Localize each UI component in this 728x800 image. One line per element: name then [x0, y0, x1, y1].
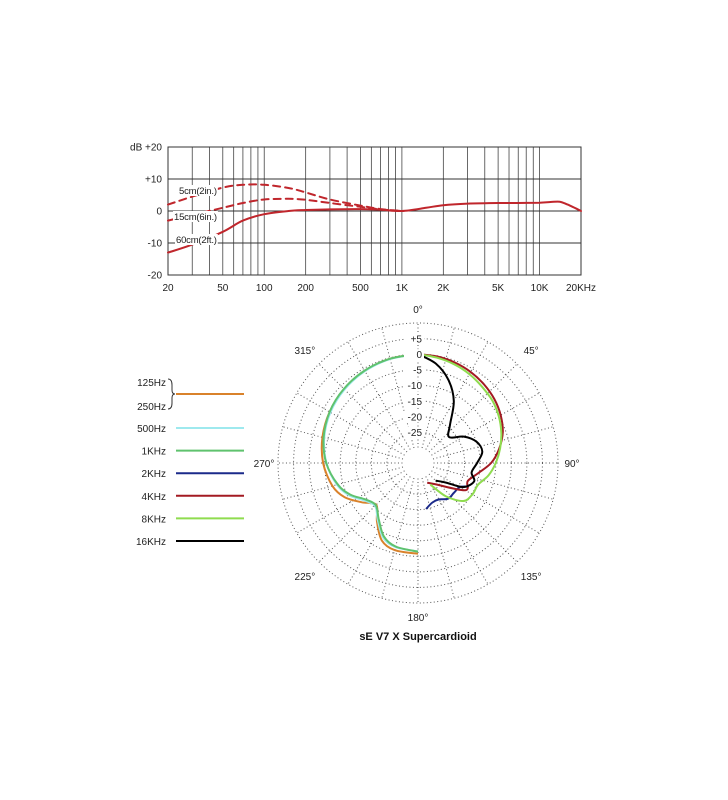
fr-y-tick-label: dB +20 — [130, 143, 162, 154]
polar-series — [320, 353, 504, 555]
fr-y-tick-label: -20 — [148, 271, 163, 282]
polar-angle-label: 225° — [295, 572, 316, 583]
polar-radial-label-bg — [404, 380, 424, 392]
polar-spoke — [428, 473, 518, 563]
polar-radial-label-bg — [404, 364, 424, 376]
legend-label-125hz: 125Hz — [137, 378, 166, 389]
fr-x-tick-label: 200 — [297, 283, 314, 294]
polar-angle-label: 0° — [413, 305, 423, 316]
polar-radial-label: +5 — [411, 335, 423, 346]
polar-angle-label: 270° — [254, 459, 275, 470]
polar-spoke — [282, 426, 404, 460]
polar-radial-label-bg — [404, 349, 424, 361]
polar-radial-label: 0 — [416, 350, 422, 361]
polar-series-8khz — [417, 353, 503, 503]
polar-spoke — [282, 466, 404, 500]
polar-spoke — [432, 426, 554, 460]
polar-radial-label-bg — [404, 411, 424, 423]
legend-label-4khz: 4KHz — [142, 492, 166, 503]
legend-label-8khz: 8KHz — [142, 514, 166, 525]
polar-radial-label-bg — [404, 395, 424, 407]
fr-series-label-bg — [175, 234, 218, 245]
polar-radial-labels: +5 0 -5 -10 -15 -20 -25 — [404, 333, 424, 439]
fr-series — [167, 183, 582, 254]
polar-radial-label: -10 — [408, 381, 423, 392]
polar-series-16khz — [417, 353, 484, 489]
legend-label-1khz: 1KHz — [142, 447, 166, 458]
polar-angle-label: 315° — [295, 346, 316, 357]
polar-angle-labels: 0° 45° 90° 135° 180° 225° 270° 315° — [254, 305, 580, 624]
fr-x-tick-label: 5K — [492, 283, 505, 294]
frequency-response-chart: dB +20+100-10-20 20 50 100 200 500 1K 2K 5K 10K 2… — [130, 143, 596, 295]
polar-chart-title: sE V7 X Supercardioid — [359, 631, 476, 643]
polar-series-500hz — [323, 353, 419, 553]
polar-outer-ring — [277, 322, 559, 604]
polar-spoke — [431, 392, 540, 456]
polar-ring — [308, 353, 528, 573]
polar-radial-label-bg — [404, 333, 424, 345]
polar-angle-label: 90° — [564, 459, 579, 470]
polar-series-1khz — [322, 353, 419, 553]
legend-label-16khz: 16KHz — [136, 537, 166, 548]
fr-x-tick-label: 100 — [256, 283, 273, 294]
fr-x-tick-label: 20KHz — [566, 283, 596, 294]
fr-y-tick-label: +10 — [145, 175, 162, 186]
polar-radial-label: -15 — [408, 397, 423, 408]
polar-angle-label: 135° — [521, 572, 542, 583]
legend-label-2khz: 2KHz — [142, 469, 166, 480]
polar-ring — [355, 400, 481, 526]
fr-x-tick-label: 500 — [352, 283, 369, 294]
fr-series-label: 15cm(6in.) — [174, 212, 217, 223]
fr-series-label-bg — [178, 185, 218, 196]
legend-brace — [167, 378, 176, 410]
polar-spoke — [431, 470, 540, 534]
polar-angle-label: 180° — [408, 613, 429, 624]
fr-series-60cm-2ft — [167, 200, 582, 254]
polar-ring — [386, 431, 450, 495]
fr-x-tick-label: 1K — [396, 283, 409, 294]
polar-spoke — [296, 392, 405, 456]
fr-y-tick-labels: dB +20 +10 0 -10 -20 — [130, 143, 162, 282]
polar-pattern-chart: +5 0 -5 -10 -15 -20 -25 0° 45° 90° 135° 180° 225° 27… — [136, 305, 580, 643]
polar-spoke — [381, 477, 415, 599]
polar-radial-label: -5 — [413, 366, 422, 377]
polar-ring — [370, 415, 466, 511]
fr-series-label: 5cm(2in.) — [179, 186, 217, 197]
fr-series-label: 60cm(2ft.) — [176, 235, 217, 246]
fr-series-15cm-6in — [167, 197, 403, 222]
fr-x-tick-label: 20 — [162, 283, 174, 294]
polar-spoke — [347, 341, 411, 450]
fr-x-tick-label: 50 — [217, 283, 229, 294]
polar-radial-label-bg — [404, 426, 424, 438]
polar-legend: 125Hz 250Hz 500Hz 1KHz 2KHz 4KHz 8KHz 16KHz — [136, 378, 244, 548]
legend-label-500hz: 500Hz — [137, 424, 166, 435]
fr-y-tick-label: -10 — [148, 239, 163, 250]
fr-series-labels: 5cm(2in.) 15cm(6in.) 60cm(2ft.) — [173, 185, 218, 246]
fr-x-tick-label: 2K — [437, 283, 450, 294]
fr-grid — [167, 146, 582, 276]
polar-series-4khz — [417, 353, 504, 492]
fr-y-tick-label: 0 — [156, 207, 162, 218]
polar-radial-label: -25 — [408, 428, 423, 439]
fr-x-tick-labels: 20 50 100 200 500 1K 2K 5K 10K 20KHz — [162, 283, 596, 294]
fr-x-tick-label: 10K — [531, 283, 549, 294]
legend-label-250hz: 250Hz — [137, 402, 166, 413]
fr-series-label-bg — [173, 211, 218, 222]
polar-radial-label: -20 — [408, 412, 423, 423]
polar-angle-label: 45° — [524, 346, 539, 357]
